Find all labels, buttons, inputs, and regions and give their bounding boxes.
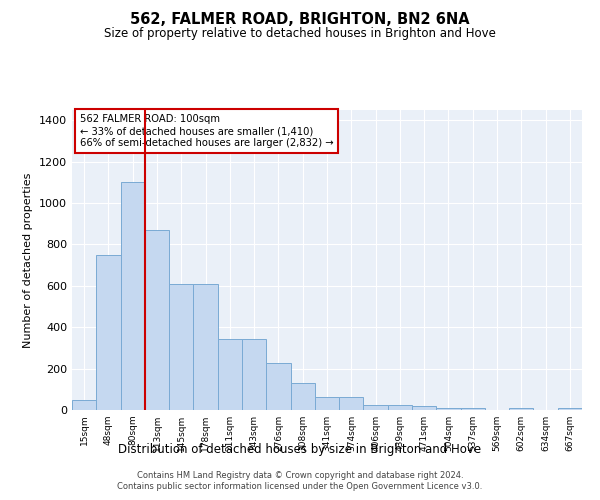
Bar [509, 408, 533, 410]
Bar [145, 230, 169, 410]
Text: Distribution of detached houses by size in Brighton and Hove: Distribution of detached houses by size … [118, 444, 482, 456]
Bar [364, 405, 388, 410]
Bar [96, 255, 121, 410]
Text: Size of property relative to detached houses in Brighton and Hove: Size of property relative to detached ho… [104, 28, 496, 40]
Bar [169, 284, 193, 410]
Bar [218, 338, 242, 410]
Bar [461, 408, 485, 410]
Bar [412, 406, 436, 410]
Text: Contains HM Land Registry data © Crown copyright and database right 2024.: Contains HM Land Registry data © Crown c… [137, 471, 463, 480]
Text: 562 FALMER ROAD: 100sqm
← 33% of detached houses are smaller (1,410)
66% of semi: 562 FALMER ROAD: 100sqm ← 33% of detache… [80, 114, 333, 148]
Bar [72, 400, 96, 410]
Bar [436, 408, 461, 410]
Bar [388, 405, 412, 410]
Bar [558, 408, 582, 410]
Bar [266, 364, 290, 410]
Y-axis label: Number of detached properties: Number of detached properties [23, 172, 34, 348]
Text: Contains public sector information licensed under the Open Government Licence v3: Contains public sector information licen… [118, 482, 482, 491]
Text: 562, FALMER ROAD, BRIGHTON, BN2 6NA: 562, FALMER ROAD, BRIGHTON, BN2 6NA [130, 12, 470, 28]
Bar [121, 182, 145, 410]
Bar [315, 396, 339, 410]
Bar [193, 284, 218, 410]
Bar [290, 383, 315, 410]
Bar [339, 396, 364, 410]
Bar [242, 338, 266, 410]
